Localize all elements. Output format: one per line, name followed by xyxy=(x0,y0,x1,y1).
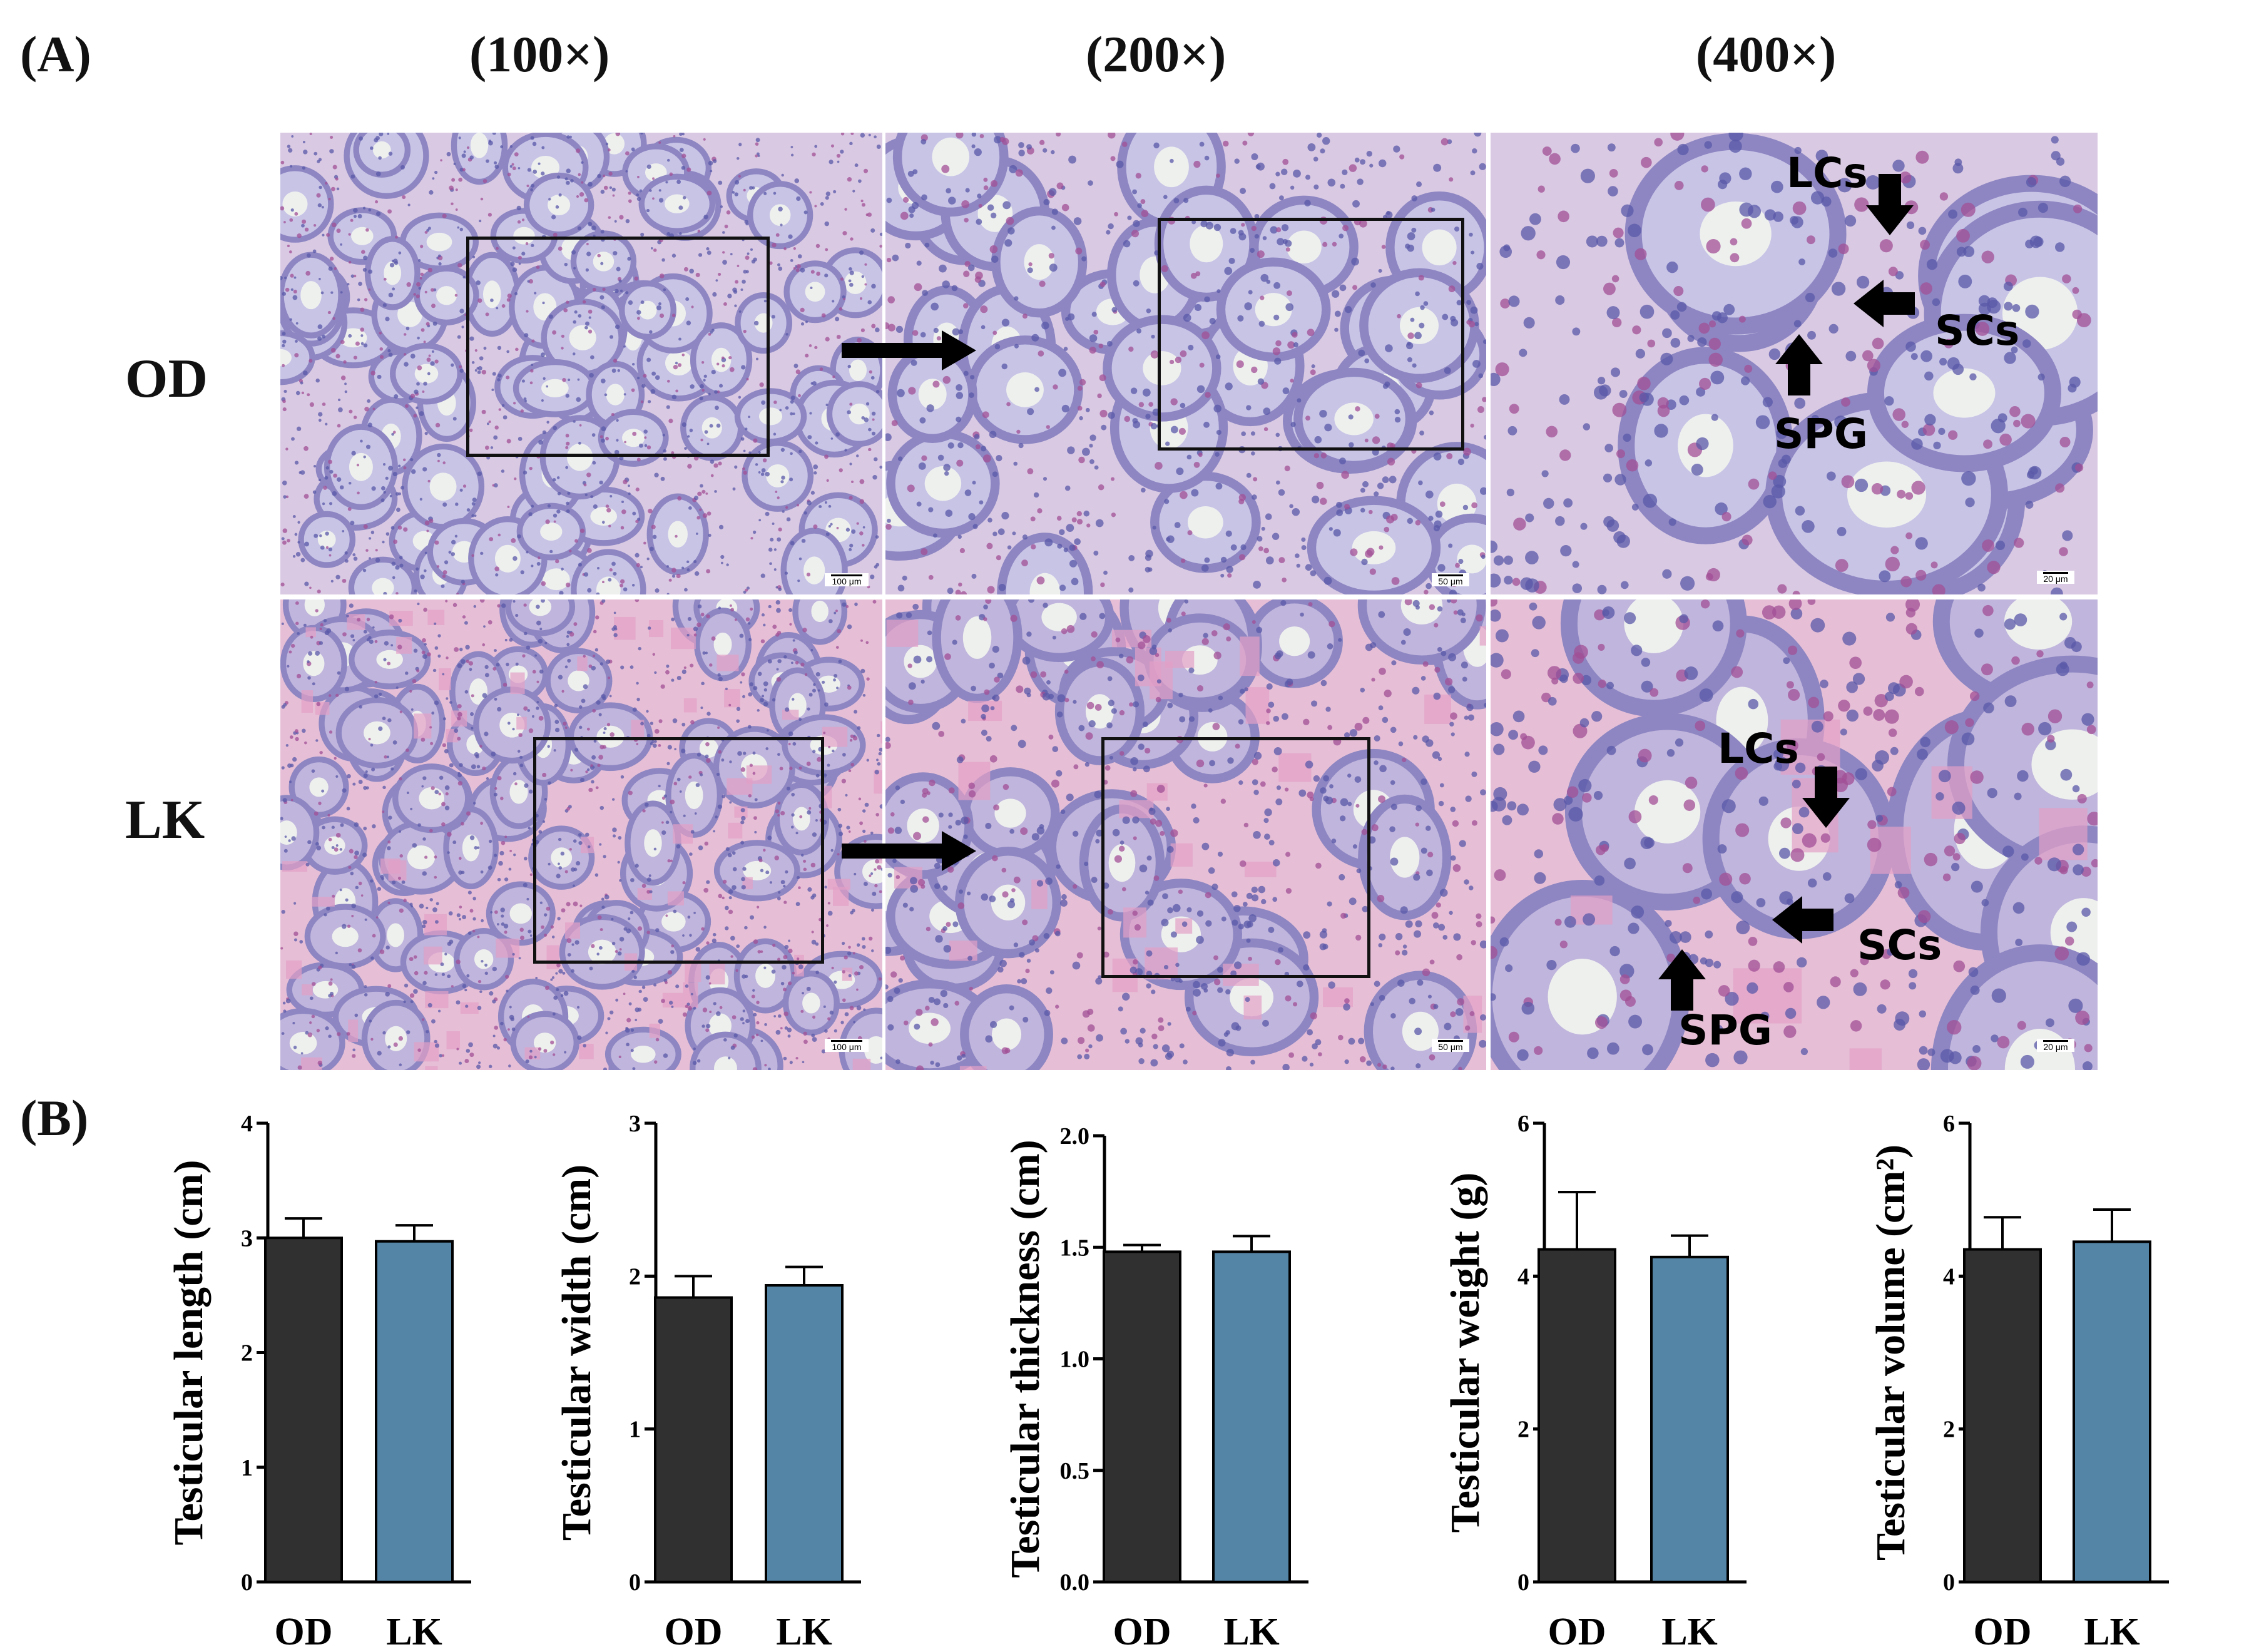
annotation-spg-od: SPG xyxy=(1774,410,1869,458)
chart-2-ytick-label: 2.0 xyxy=(1060,1123,1090,1150)
chart-0-category-label: OD xyxy=(275,1611,333,1652)
chart-4-category-label: LK xyxy=(2084,1611,2140,1652)
chart-3-bar-lk xyxy=(1650,1255,1729,1583)
arrow-left-icon-lk-scs xyxy=(1772,896,1833,944)
chart-0-ytick-label: 1 xyxy=(241,1455,253,1481)
chart-2-bar-lk xyxy=(1212,1250,1291,1583)
chart-0-ytick-label: 4 xyxy=(241,1111,253,1137)
chart-0-bar-od xyxy=(264,1236,343,1583)
chart-4-ytick-label: 6 xyxy=(1943,1111,1955,1137)
chart-4-bar-lk xyxy=(2073,1240,2151,1583)
micrograph-od-200x xyxy=(885,133,1486,594)
scale-bar-lk-400x: 20 μm xyxy=(2037,1039,2074,1052)
chart-1-bar-lk xyxy=(765,1283,844,1584)
chart-2-ytick-label: 1.5 xyxy=(1060,1235,1090,1261)
chart-3-bar-od xyxy=(1538,1248,1616,1583)
annotation-lcs-od: LCs xyxy=(1787,149,1868,197)
chart-0-bar-lk xyxy=(375,1240,454,1584)
chart-3-ytick-label: 6 xyxy=(1517,1111,1529,1137)
micrograph-od-100x xyxy=(280,133,882,594)
magnification-400x: (400×) xyxy=(1696,26,1837,83)
annotation-scs-lk: SCs xyxy=(1857,921,1942,969)
chart-3-ytick-label: 2 xyxy=(1517,1417,1529,1443)
micrograph-lk-200x xyxy=(885,599,1486,1070)
chart-2-ytick-label: 0.5 xyxy=(1060,1458,1090,1484)
micrograph-lk-100x xyxy=(280,599,882,1070)
chart-1-ytick-label: 3 xyxy=(629,1111,641,1137)
chart-2-ylabel: Testicular thickness (cm) xyxy=(1002,1140,1048,1578)
arrow-down-icon-od-lcs xyxy=(1866,174,1914,235)
chart-1-category-label: LK xyxy=(776,1611,832,1652)
scale-bar-lk-100x: 100 μm xyxy=(825,1039,869,1052)
chart-1-category-label: OD xyxy=(665,1611,723,1652)
chart-2-ytick-label: 1.0 xyxy=(1060,1347,1090,1373)
chart-4-ylabel: Testicular volume (cm²) xyxy=(1868,1145,1914,1561)
arrow-up-icon-lk-spg xyxy=(1658,949,1706,1011)
chart-0-ytick-label: 2 xyxy=(241,1340,253,1367)
arrow-right-icon-od xyxy=(842,330,976,370)
panel-a-label: (A) xyxy=(20,26,91,83)
chart-3-ylabel: Testicular weight (g) xyxy=(1442,1173,1488,1533)
arrow-up-icon-od-spg xyxy=(1775,334,1823,395)
magnification-100x: (100×) xyxy=(469,26,610,83)
annotation-spg-lk: SPG xyxy=(1678,1006,1773,1054)
chart-0-category-label: LK xyxy=(386,1611,442,1652)
arrow-left-icon-od-scs xyxy=(1854,280,1915,327)
chart-3-ytick-label: 0 xyxy=(1517,1569,1529,1596)
micrograph-lk-400x xyxy=(1491,599,2098,1070)
chart-3-category-label: OD xyxy=(1548,1611,1606,1652)
chart-4-bar-od xyxy=(1963,1248,2042,1583)
chart-0-ylabel: Testicular length (cm) xyxy=(166,1160,212,1546)
scale-bar-od-200x: 50 μm xyxy=(1432,573,1469,586)
chart-4-ytick-label: 2 xyxy=(1943,1417,1955,1443)
chart-2-bar-od xyxy=(1103,1250,1181,1583)
chart-3-category-label: LK xyxy=(1661,1611,1718,1652)
scale-bar-lk-200x: 50 μm xyxy=(1432,1039,1469,1052)
chart-0-ytick-label: 0 xyxy=(241,1569,253,1596)
panel-b-label: (B) xyxy=(20,1089,89,1146)
chart-4-category-label: OD xyxy=(1974,1611,2032,1652)
annotation-scs-od: SCs xyxy=(1935,307,2020,355)
roi-box-od-200x xyxy=(1158,218,1464,451)
chart-2-ytick-label: 0.0 xyxy=(1060,1569,1090,1596)
chart-1-ytick-label: 1 xyxy=(629,1417,641,1443)
roi-box-od-100x xyxy=(466,237,770,457)
chart-1-bar-od xyxy=(654,1296,733,1584)
magnification-200x: (200×) xyxy=(1086,26,1226,83)
arrow-right-icon-lk xyxy=(842,831,976,871)
chart-4-ytick-label: 4 xyxy=(1943,1263,1955,1290)
chart-1-ytick-label: 2 xyxy=(629,1263,641,1290)
chart-1-ytick-label: 0 xyxy=(629,1569,641,1596)
chart-4-ytick-label: 0 xyxy=(1943,1569,1955,1596)
arrow-down-icon-lk-lcs xyxy=(1802,767,1850,828)
row-label-od: OD xyxy=(125,349,208,409)
scale-bar-od-400x: 20 μm xyxy=(2037,571,2074,584)
annotation-lcs-lk: LCs xyxy=(1718,725,1799,773)
chart-0-ytick-label: 3 xyxy=(241,1225,253,1252)
chart-2-category-label: OD xyxy=(1113,1611,1171,1652)
roi-box-lk-100x xyxy=(533,737,824,964)
row-label-lk: LK xyxy=(125,790,205,850)
chart-3-ytick-label: 4 xyxy=(1517,1263,1529,1290)
roi-box-lk-200x xyxy=(1101,737,1370,978)
chart-2-category-label: LK xyxy=(1223,1611,1280,1652)
scale-bar-od-100x: 100 μm xyxy=(825,573,869,586)
chart-1-ylabel: Testicular width (cm) xyxy=(554,1165,599,1541)
